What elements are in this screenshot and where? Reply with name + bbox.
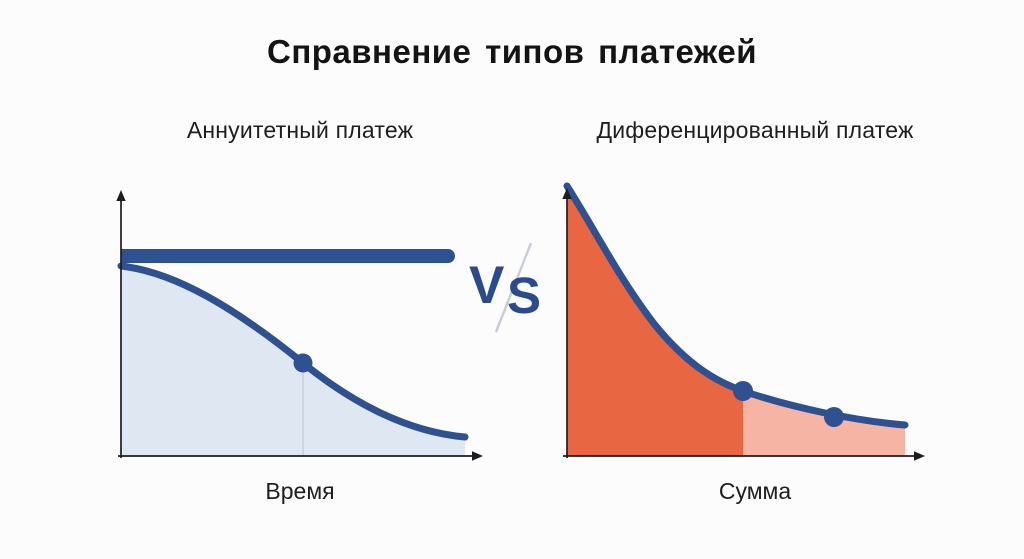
annuity-fixed-payment-bar (121, 249, 455, 263)
annuity-chart (116, 190, 483, 461)
vs-letter-s: S (507, 267, 541, 324)
differentiated-chart (562, 182, 925, 461)
annuity-declining-area (121, 266, 465, 456)
vs-divider: V S (469, 242, 541, 333)
annuity-marker-dot (293, 353, 313, 373)
differentiated-area-light-segment (743, 391, 905, 456)
differentiated-x-axis-label: Сумма (718, 478, 792, 504)
annuity-x-axis-label: Время (265, 478, 335, 504)
annuity-x-axis-arrow (472, 451, 483, 461)
differentiated-x-axis-arrow (914, 451, 925, 461)
differentiated-y-axis-arrow (562, 188, 572, 199)
vs-letter-v: V (469, 256, 504, 315)
vs-slash (494, 242, 533, 333)
differentiated-chart-title: Диференцированный платеж (596, 117, 914, 143)
annuity-y-axis-arrow (116, 190, 126, 201)
differentiated-marker-dot-2 (824, 407, 844, 427)
annuity-chart-title: Аннуитетный платеж (186, 117, 414, 143)
page-title: Справнение типов платежей (266, 33, 757, 70)
differentiated-area-dark-segment (567, 186, 743, 456)
differentiated-marker-dot-1 (733, 381, 753, 401)
